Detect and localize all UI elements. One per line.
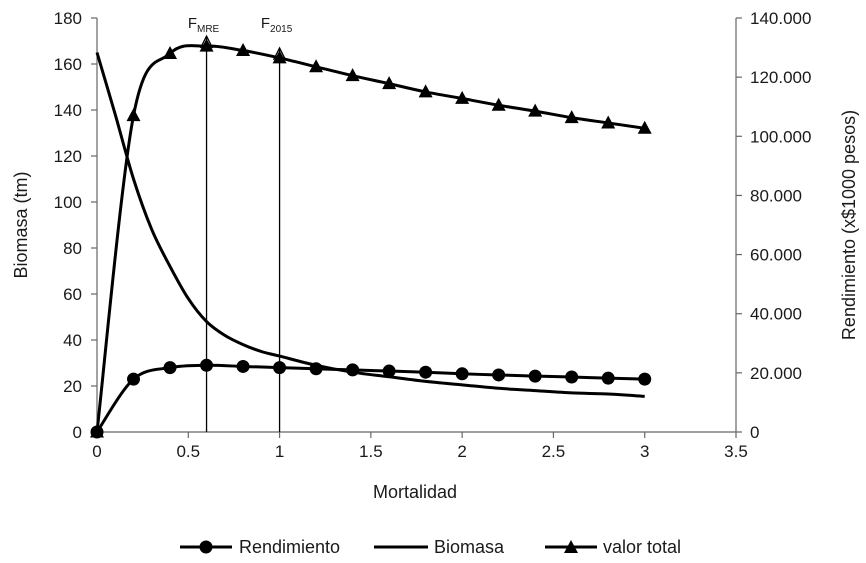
data-point-valor-total (163, 45, 178, 59)
y2-ticks: 0 20.000 40.000 60.000 80.000 100.000 120.000 1… (736, 9, 811, 442)
data-point-rendimiento (601, 371, 615, 385)
data-point-valor-total (90, 424, 104, 438)
y-tick-label: 40 (63, 331, 82, 350)
x-tick-label: 0.5 (176, 442, 200, 461)
x-ticks: 0 0.5 1 1.5 2 2.5 3 3.5 (92, 432, 748, 461)
y2-tick-label: 80.000 (750, 186, 802, 205)
legend-label-rendimiento: Rendimiento (239, 537, 340, 557)
data-point-rendimiento (273, 361, 287, 375)
data-point-valor-total (564, 110, 579, 124)
y-tick-label: 0 (73, 423, 82, 442)
data-point-rendimiento (565, 370, 579, 384)
series-layer (90, 38, 652, 439)
y2-tick-label: 20.000 (750, 364, 802, 383)
data-point-valor-total (309, 59, 324, 73)
data-point-valor-total (528, 103, 543, 117)
y2-axis-title: Rendimiento (x$1000 pesos) (839, 110, 859, 340)
x-tick-label: 1.5 (359, 442, 383, 461)
x-tick-label: 3.5 (724, 442, 748, 461)
data-point-rendimiento (455, 367, 469, 381)
data-point-rendimiento (163, 361, 177, 375)
data-point-valor-total (199, 38, 214, 52)
legend-item-biomasa: Biomasa (374, 537, 505, 557)
data-point-rendimiento (638, 372, 652, 386)
y-tick-label: 160 (54, 55, 82, 74)
data-point-rendimiento (419, 365, 433, 379)
data-point-valor-total (272, 50, 287, 64)
y-ticks: 0 20 40 60 80 100 120 140 160 180 (54, 9, 97, 442)
data-point-rendimiento (528, 369, 542, 383)
y-tick-label: 80 (63, 239, 82, 258)
data-point-rendimiento (236, 359, 250, 373)
data-point-valor-total (491, 97, 506, 111)
legend-marker-valor-total (564, 540, 578, 553)
data-point-valor-total (455, 90, 470, 104)
series-line-biomasa (95, 52, 645, 398)
y2-tick-label: 140.000 (750, 9, 811, 28)
y-tick-label: 140 (54, 101, 82, 120)
y2-tick-label: 0 (750, 423, 759, 442)
data-point-valor-total (236, 43, 251, 57)
series-rendimiento (90, 358, 652, 439)
legend-label-biomasa: Biomasa (434, 537, 505, 557)
x-tick-label: 2.5 (542, 442, 566, 461)
annotation-label-mre: FMRE (188, 15, 220, 35)
annotation-label-2015: F2015 (261, 15, 293, 35)
legend-label-valor-total: valor total (603, 537, 681, 557)
data-point-rendimiento (382, 364, 396, 378)
legend-marker-rendimiento (199, 540, 213, 554)
data-point-valor-total (418, 84, 433, 98)
x-tick-label: 3 (640, 442, 649, 461)
x-tick-label: 0 (92, 442, 101, 461)
series-valor-total (90, 38, 652, 438)
x-tick-label: 2 (457, 442, 466, 461)
y2-tick-label: 40.000 (750, 305, 802, 324)
y-tick-label: 20 (63, 377, 82, 396)
legend-item-valor-total: valor total (545, 537, 681, 557)
legend: Rendimiento Biomasa valor total (180, 537, 681, 557)
legend-item-rendimiento: Rendimiento (180, 537, 340, 557)
axes (96, 18, 737, 433)
series-line-rendimiento (95, 363, 645, 433)
data-point-rendimiento (492, 368, 506, 382)
y-tick-label: 180 (54, 9, 82, 28)
y2-tick-label: 120.000 (750, 68, 811, 87)
y2-tick-label: 100.000 (750, 127, 811, 146)
y-tick-label: 120 (54, 147, 82, 166)
y-tick-label: 100 (54, 193, 82, 212)
data-point-rendimiento (200, 358, 214, 372)
y-axis-title: Biomasa (tm) (11, 171, 31, 278)
data-point-valor-total (345, 68, 360, 82)
y-tick-label: 60 (63, 285, 82, 304)
data-point-valor-total (601, 115, 616, 129)
data-point-rendimiento (346, 363, 360, 377)
x-tick-label: 1 (275, 442, 284, 461)
data-point-valor-total (637, 120, 652, 134)
data-point-valor-total (126, 108, 141, 122)
annotation-arrowhead-mre (199, 34, 214, 49)
series-biomasa (95, 52, 645, 398)
data-point-valor-total (382, 76, 397, 90)
x-axis-title: Mortalidad (373, 482, 457, 502)
y2-tick-label: 60.000 (750, 246, 802, 265)
data-point-rendimiento (127, 372, 141, 386)
